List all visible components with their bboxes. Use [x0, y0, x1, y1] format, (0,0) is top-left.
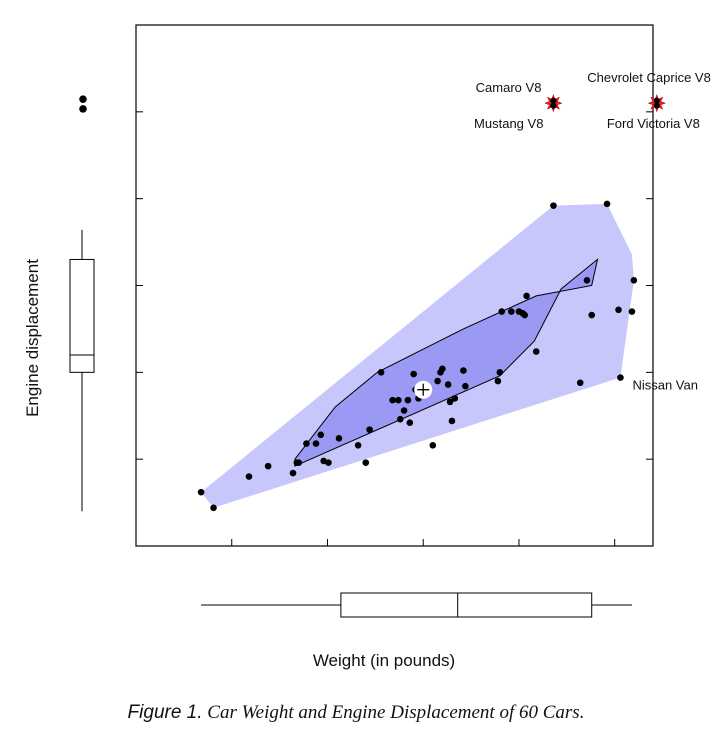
data-point [615, 306, 622, 314]
data-point [446, 398, 454, 406]
outlier-label-caprice: Chevrolet Caprice V8 [587, 70, 711, 85]
data-point [434, 377, 441, 385]
data-point [521, 311, 529, 319]
outlier-point [653, 102, 660, 109]
data-point [448, 417, 456, 425]
point-labels: Camaro V8 Mustang V8 Chevrolet Caprice V8 F… [474, 70, 711, 392]
data-point [429, 441, 437, 449]
data-point [532, 348, 540, 355]
outlier-point [653, 97, 660, 104]
data-point [362, 459, 370, 466]
data-point [325, 459, 332, 466]
outlier-point [550, 97, 557, 104]
data-point [523, 292, 530, 300]
data-point [389, 396, 396, 404]
data-point [197, 488, 205, 496]
y-box [69, 258, 95, 373]
figure-caption: Figure 1. Car Weight and Engine Displace… [0, 702, 712, 724]
data-point [396, 415, 404, 423]
outlier-label-mustang: Mustang V8 [474, 116, 543, 131]
data-point [406, 419, 414, 426]
data-point [628, 308, 636, 315]
data-point [312, 440, 320, 447]
y-outlier-point [79, 105, 87, 113]
data-point [576, 379, 584, 387]
data-point [295, 459, 303, 466]
data-point [451, 395, 459, 402]
data-point [245, 473, 253, 480]
caption-text: Car Weight and Engine Displacement of 60… [207, 702, 585, 723]
data-point [462, 382, 469, 390]
data-point [395, 396, 402, 404]
outlier-point [550, 102, 557, 109]
y-outlier-point [79, 95, 87, 103]
outlier-label-victoria: Ford Victoria V8 [607, 116, 700, 131]
annotation-nissan-van: Nissan Van [632, 378, 698, 393]
data-point [410, 370, 417, 378]
data-point [550, 202, 557, 209]
data-point [498, 308, 506, 315]
scatter-chart: Camaro V8 Mustang V8 Chevrolet Caprice V8 F… [23, 24, 711, 670]
data-point [444, 381, 452, 388]
y-axis-title: Engine displacement [23, 259, 42, 417]
x-boxplot [201, 592, 632, 618]
data-point [210, 504, 217, 512]
data-point [494, 377, 502, 385]
data-point [264, 462, 272, 470]
data-point [366, 426, 373, 433]
outlier-markers [544, 93, 667, 113]
data-point [583, 276, 591, 284]
data-point [317, 431, 325, 439]
data-point [354, 441, 362, 449]
data-point [603, 200, 611, 208]
data-point [335, 435, 343, 442]
x-box [340, 592, 593, 618]
data-point [400, 407, 408, 414]
data-point [303, 440, 310, 447]
outlier-label-camaro: Camaro V8 [476, 80, 542, 95]
figure-number: Figure 1. [127, 702, 203, 723]
data-point [289, 469, 297, 477]
y-boxplot [69, 95, 95, 512]
data-point [496, 369, 504, 376]
x-axis-title: Weight (in pounds) [313, 651, 455, 670]
axis-ticks [136, 111, 653, 546]
data-point [439, 365, 446, 373]
data-point [404, 396, 412, 404]
data-point [508, 308, 515, 315]
data-point [617, 374, 624, 381]
data-point [588, 311, 596, 319]
confidence-regions [201, 203, 634, 508]
mean-marker [414, 380, 433, 399]
data-point [460, 367, 467, 374]
data-point [377, 369, 385, 376]
data-point [630, 276, 638, 284]
